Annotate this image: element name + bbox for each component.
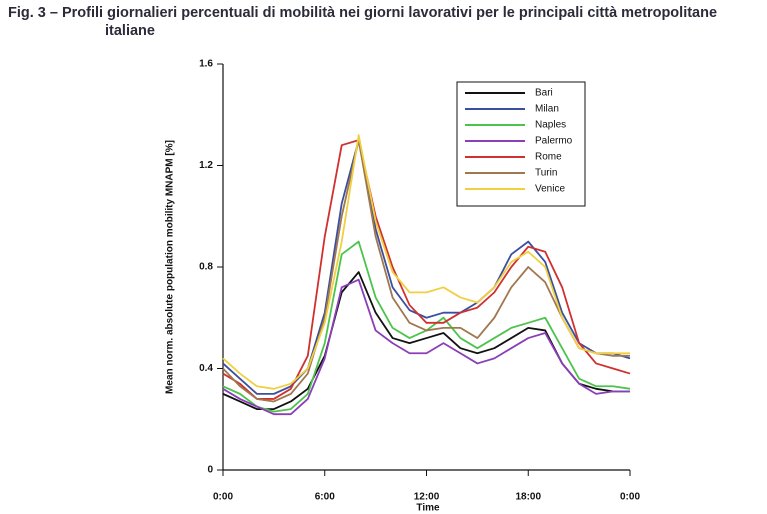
x-tick-label: 6:00 — [315, 492, 335, 503]
legend-label: Bari — [535, 88, 553, 99]
y-axis-label: Mean norm. absolute population mobility … — [165, 140, 176, 394]
legend-label: Milan — [535, 104, 559, 115]
x-tick-label: 12:00 — [414, 492, 440, 503]
y-tick-label: 0.4 — [199, 363, 213, 374]
line — [222, 278, 630, 416]
y-tick-label: 0 — [207, 465, 213, 476]
legend-label: Turin — [535, 168, 557, 179]
legend-label: Venice — [535, 184, 565, 195]
x-tick-label: 0:00 — [213, 492, 233, 503]
line — [222, 134, 630, 390]
y-tick-label: 1.6 — [199, 59, 213, 70]
y-tick-label: 1.2 — [199, 160, 213, 171]
line — [222, 139, 631, 400]
y-tick-label: 0.8 — [199, 262, 213, 273]
legend-label: Rome — [535, 152, 562, 163]
legend-box — [456, 81, 586, 207]
x-axis-label: Time — [416, 503, 440, 514]
line — [222, 139, 631, 395]
x-tick-label: 0:00 — [620, 492, 640, 503]
chart-title: Fig. 3 – Profili giornalieri percentuali… — [8, 5, 718, 39]
legend-label: Palermo — [535, 136, 573, 147]
legend-label: Naples — [535, 120, 566, 131]
x-tick-label: 18:00 — [515, 492, 541, 503]
